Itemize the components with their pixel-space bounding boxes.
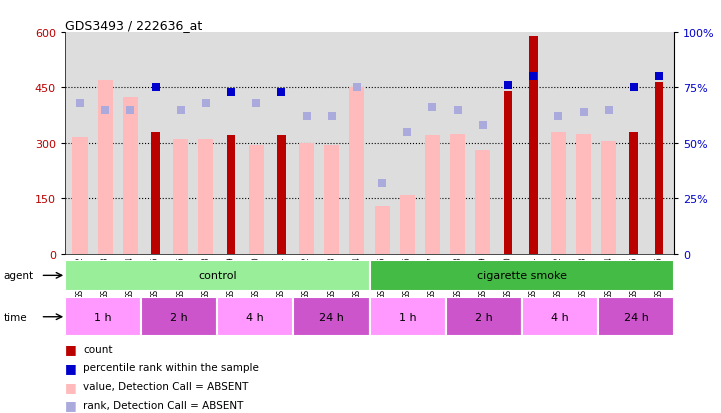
Bar — [446, 297, 522, 337]
Bar — [350, 88, 365, 254]
Bar — [601, 142, 616, 254]
Bar — [629, 133, 638, 254]
Bar — [598, 297, 674, 337]
Bar — [173, 140, 188, 254]
Bar — [277, 136, 286, 254]
Bar — [299, 143, 314, 254]
Text: 1 h: 1 h — [94, 312, 112, 322]
Text: agent: agent — [4, 271, 34, 281]
Text: 4 h: 4 h — [247, 312, 264, 322]
Text: GDS3493 / 222636_at: GDS3493 / 222636_at — [65, 19, 202, 32]
Bar — [655, 83, 663, 254]
Bar — [576, 134, 591, 254]
Bar — [374, 206, 389, 254]
Bar — [399, 195, 415, 254]
Bar — [369, 260, 674, 291]
Text: value, Detection Call = ABSENT: value, Detection Call = ABSENT — [83, 381, 248, 391]
Text: 1 h: 1 h — [399, 312, 417, 322]
Text: ■: ■ — [65, 398, 76, 411]
Text: count: count — [83, 344, 112, 354]
Bar — [293, 297, 369, 337]
Text: ■: ■ — [65, 380, 76, 393]
Bar — [217, 297, 293, 337]
Bar — [141, 297, 217, 337]
Text: 4 h: 4 h — [551, 312, 569, 322]
Text: ■: ■ — [65, 342, 76, 356]
Bar — [369, 297, 446, 337]
Bar — [425, 136, 440, 254]
Bar — [65, 260, 369, 291]
Text: time: time — [4, 312, 27, 322]
Text: 2 h: 2 h — [475, 312, 492, 322]
Bar — [65, 297, 141, 337]
Text: percentile rank within the sample: percentile rank within the sample — [83, 363, 259, 373]
Bar — [198, 140, 213, 254]
Bar — [324, 145, 340, 254]
Text: ■: ■ — [65, 361, 76, 374]
Bar — [450, 134, 465, 254]
Bar — [123, 97, 138, 254]
Bar — [249, 145, 264, 254]
Bar — [151, 133, 160, 254]
Bar — [503, 92, 513, 254]
Bar — [72, 138, 87, 254]
Text: rank, Detection Call = ABSENT: rank, Detection Call = ABSENT — [83, 400, 243, 410]
Bar — [97, 81, 112, 254]
Bar — [551, 133, 566, 254]
Bar — [528, 37, 538, 254]
Text: 24 h: 24 h — [319, 312, 344, 322]
Text: cigarette smoke: cigarette smoke — [477, 271, 567, 281]
Text: 24 h: 24 h — [624, 312, 648, 322]
Bar — [475, 151, 490, 254]
Bar — [226, 136, 236, 254]
Text: control: control — [198, 271, 236, 281]
Bar — [522, 297, 598, 337]
Text: 2 h: 2 h — [170, 312, 188, 322]
